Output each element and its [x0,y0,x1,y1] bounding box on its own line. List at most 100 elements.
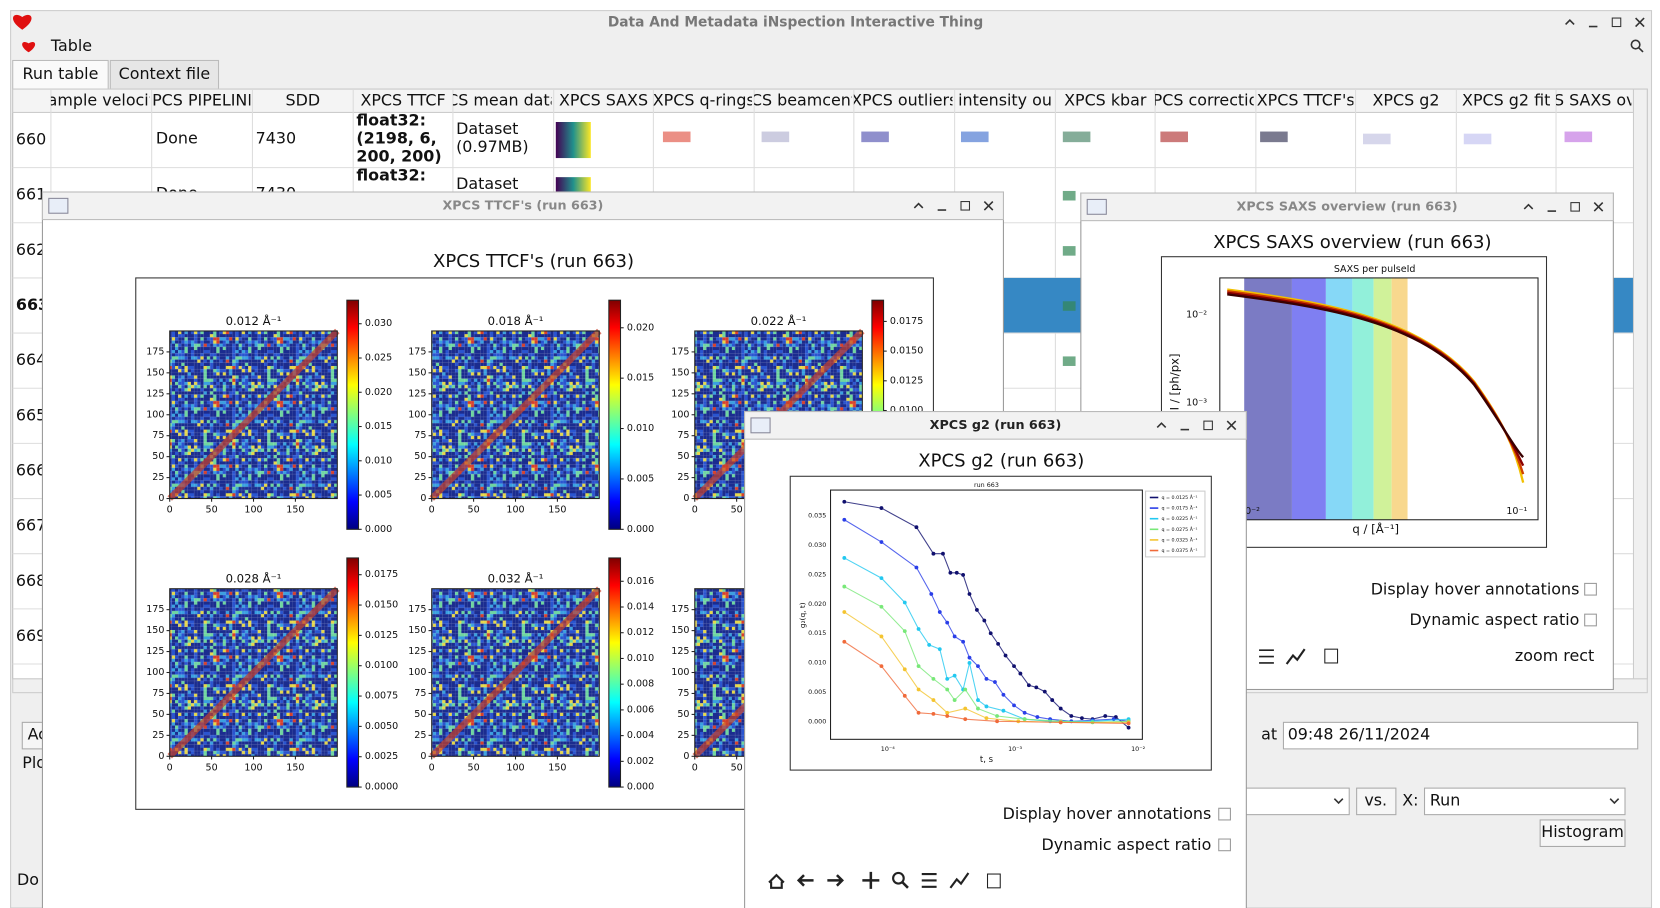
timestamp-field[interactable] [1282,721,1639,750]
window-close [983,200,994,211]
column-header[interactable]: XPCS TTCF's [1257,90,1355,109]
y-tick-label: 175 [408,604,426,615]
g2-point [952,698,957,702]
x-tick-label: 150 [548,762,566,773]
thumbnail [761,131,790,143]
colorbar-tick-label: 0.010 [627,423,654,434]
y-tick-label: 100 [671,409,689,420]
row-label: 668 [16,571,46,590]
window-maximize[interactable] [1611,17,1622,28]
column-header[interactable]: PCS correctio [1153,90,1259,109]
g2-point [1126,725,1131,730]
g2-point [902,693,907,698]
window-maximize[interactable] [960,201,971,211]
g2-point [1050,698,1055,702]
g2-point [929,592,934,596]
checkbox[interactable] [1218,807,1231,821]
vs-button[interactable] [1356,787,1397,816]
y-tick-label: 0 [158,493,164,504]
y-tick-label: 75 [414,688,426,699]
window-shade [1156,422,1167,429]
column-header[interactable]: XPCS kbar [1064,90,1147,109]
tab[interactable] [12,59,109,90]
g2-point [1022,710,1027,715]
y-tick-label: 25 [677,730,689,741]
window-maximize[interactable] [1203,420,1213,431]
colorbar-tick-label: 0.0150 [890,346,923,357]
window-shade [1565,19,1575,25]
y-tick-label: 0.005 [808,689,826,696]
tab[interactable] [109,59,220,90]
panel-title: 0.022 Å⁻¹ [751,313,807,328]
g2-point [993,680,997,684]
colorbar [346,299,360,530]
y-axis-label: g₂(q, t) [798,602,807,628]
g2-point [976,698,980,702]
legend-label: q = 0.0375 Å⁻¹ [1161,547,1197,554]
column-header[interactable]: CS beamcent [751,90,857,109]
y-tick-label: 0.020 [808,601,826,608]
thumbnail [861,131,889,143]
y-tick-label: 100 [146,409,164,420]
column-header[interactable]: ample velocit [48,90,155,109]
column-header[interactable]: S SAXS ov [1554,90,1636,109]
column-header[interactable]: XPCS outliers [851,90,957,109]
g2-point [963,717,968,722]
window-maximize[interactable] [1570,202,1580,212]
checkbox[interactable] [1584,613,1597,627]
row-label: 663 [16,295,49,314]
g2-point [879,576,884,581]
column-header[interactable]: intensity ou [958,90,1052,109]
column-header[interactable]: XPCS q-rings [653,90,755,109]
g2-point [995,719,999,724]
x-tick-label: 50 [468,505,480,516]
table-cell: (0.97MB) [456,137,528,156]
colorbar-tick-label: 0.0175 [365,569,398,580]
heatmap-diagonal [167,586,340,759]
colorbar-tick-label: 0.000 [627,782,654,793]
panel-title: 0.012 Å⁻¹ [226,313,282,328]
y-tick-label: 50 [414,451,426,462]
y-tick-label: 175 [408,346,426,357]
toolbar-save[interactable] [986,873,1001,889]
y-tick-label: 0.025 [808,571,826,578]
g2-point [945,620,950,625]
x-tick-label: 0 [692,762,698,773]
g2-point [982,618,987,623]
combo-arrow [1609,798,1620,805]
column-header[interactable]: XPCS g2 [1372,90,1439,109]
y-tick-label: 125 [671,646,689,657]
toolbar-icon[interactable] [1324,648,1339,664]
g2-point [976,664,980,669]
checkbox[interactable] [1584,582,1597,596]
x-tick-label: 100 [506,505,524,516]
y-tick-label: 50 [677,709,689,720]
column-header[interactable]: XPCS g2 fit [1462,90,1550,109]
row-label: 661 [16,185,46,204]
vertical-scrollbar[interactable] [1632,88,1648,680]
table-cell: Dataset [456,119,518,138]
table-cell: (2198, 6, [356,128,436,147]
y-tick-label: 100 [408,667,426,678]
colorbar-tick-label: 0.0125 [890,375,923,386]
column-header[interactable]: XPCS TTCF [360,90,445,109]
histogram-button[interactable] [1539,819,1626,847]
y-tick-label: 50 [152,709,164,720]
y-tick-label: 150 [408,625,426,636]
toolbar-back [796,874,814,887]
toolbar-zoom[interactable] [892,871,905,885]
column-header[interactable]: XPCS SAXS [559,90,648,109]
column-header[interactable]: PCS PIPELINI [152,90,252,109]
menu-item[interactable]: Table [50,36,92,55]
y-tick-label: 0.000 [808,718,826,725]
window-close [1635,17,1645,28]
x-combo[interactable] [1423,787,1626,816]
window-title: XPCS g2 (run 663) [930,417,1062,432]
column-header[interactable]: SDD [286,90,321,109]
column-header[interactable]: CS mean data [447,90,559,109]
legend-label: q = 0.0125 Å⁻¹ [1161,494,1197,501]
thumbnail [1062,190,1076,201]
thumbnail [1463,133,1492,145]
checkbox[interactable] [1218,838,1231,852]
option-label: Dynamic aspect ratio [1410,610,1580,629]
